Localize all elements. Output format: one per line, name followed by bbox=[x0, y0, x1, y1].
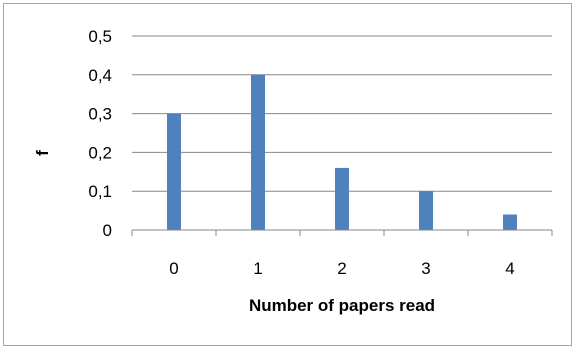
chart-frame bbox=[3, 3, 572, 346]
x-tick-label: 3 bbox=[421, 259, 430, 278]
y-axis-tick-labels: 0 0,1 0,2 0,3 0,4 0,5 bbox=[88, 27, 112, 240]
y-axis-title: f bbox=[33, 150, 52, 156]
bar-2 bbox=[335, 167, 349, 230]
bar-1 bbox=[251, 74, 265, 230]
x-axis-tick-labels: 0 1 2 3 4 bbox=[169, 259, 514, 278]
gridlines bbox=[132, 35, 552, 192]
x-tick-label: 2 bbox=[337, 259, 346, 278]
bar-3 bbox=[419, 191, 433, 230]
x-axis-title: Number of papers read bbox=[249, 296, 435, 315]
x-tick-label: 4 bbox=[505, 259, 514, 278]
y-tick-label: 0,2 bbox=[88, 143, 112, 162]
y-tick-label: 0,1 bbox=[88, 182, 112, 201]
y-tick-label: 0,5 bbox=[88, 27, 112, 46]
bar-0 bbox=[167, 113, 181, 230]
y-tick-label: 0,4 bbox=[88, 66, 112, 85]
y-tick-label: 0 bbox=[103, 221, 112, 240]
axes bbox=[131, 229, 553, 236]
x-tick-label: 0 bbox=[169, 259, 178, 278]
x-tick-label: 1 bbox=[253, 259, 262, 278]
bars bbox=[167, 74, 517, 230]
bar-4 bbox=[503, 214, 517, 230]
y-tick-label: 0,3 bbox=[88, 105, 112, 124]
